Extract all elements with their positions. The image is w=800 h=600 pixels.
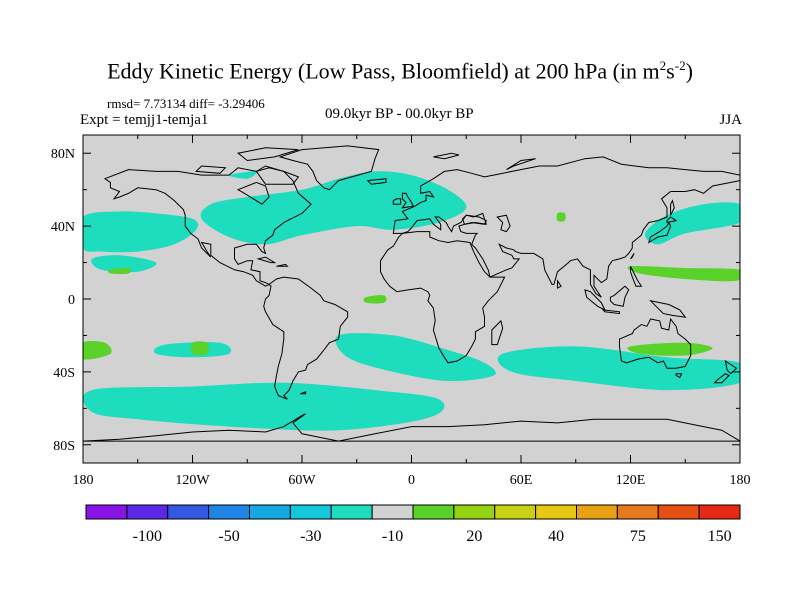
colorbar: -100 -50 -30 -10 20 40 75 150 xyxy=(85,504,741,545)
coastline-new-guinea xyxy=(649,299,687,318)
coastline-antarctica xyxy=(83,413,740,442)
colorbar-swatch xyxy=(371,504,414,520)
title-exponent-m: 2 xyxy=(659,58,667,73)
coastline-new-zealand-north xyxy=(724,359,738,375)
coastline-hokkaido xyxy=(666,216,678,224)
colorbar-label: 20 xyxy=(466,528,482,545)
colorbar-swatch xyxy=(453,504,496,520)
colorbar-swatch xyxy=(289,504,332,520)
colorbar-label: 75 xyxy=(630,528,646,545)
colorbar-swatch xyxy=(249,504,291,520)
coastline-new-zealand-south xyxy=(713,373,730,384)
region-north-pacific-positive xyxy=(627,265,740,282)
coastline-black-sea xyxy=(462,212,488,225)
coastline-caspian-sea xyxy=(496,214,511,233)
coastline-borneo xyxy=(609,285,630,307)
y-tick-label: 40S xyxy=(53,366,75,381)
colorbar-swatch xyxy=(616,504,659,520)
coastline-tasmania xyxy=(675,373,683,379)
colorbar-swatch xyxy=(330,504,373,520)
region-west-pacific-anomaly xyxy=(644,202,740,245)
colorbar-label: 40 xyxy=(548,528,564,545)
period-label: 09.0kyr BP - 00.0kyr BP xyxy=(325,106,474,122)
coastline-sakhalin xyxy=(670,199,675,216)
coastline-africa xyxy=(380,231,506,364)
region-siberia-positive xyxy=(556,212,566,222)
coastline-philippines xyxy=(630,265,643,287)
x-tick-label: 0 xyxy=(408,473,415,488)
region-tropical-atlantic-positive xyxy=(363,295,387,304)
chart-title: Eddy Kinetic Energy (Low Pass, Bloomfiel… xyxy=(0,58,800,84)
colorbar-swatch xyxy=(698,504,741,520)
coastline-java xyxy=(601,309,620,315)
region-southern-ocean-anomaly xyxy=(83,382,445,431)
colorbar-label: -100 xyxy=(133,528,162,545)
coastline-ellesmere xyxy=(236,147,299,162)
coastline-baffin xyxy=(255,167,300,185)
title-main: Eddy Kinetic Energy (Low Pass, Bloomfiel… xyxy=(107,58,660,84)
colorbar-label: 150 xyxy=(708,528,732,545)
experiment-label: Expt = temjj1-temja1 xyxy=(80,112,209,128)
region-north-atlantic-anomaly xyxy=(200,171,467,245)
title-close: ) xyxy=(685,58,693,84)
colorbar-swatch xyxy=(412,504,455,520)
x-tick-label: 180 xyxy=(730,473,751,488)
colorbar-swatch xyxy=(126,504,169,520)
axis-ticks xyxy=(82,135,741,463)
title-unit-s: s xyxy=(666,58,675,84)
y-tick-label: 80N xyxy=(51,147,75,162)
x-tick-label: 120W xyxy=(175,473,210,488)
coastline-sri-lanka xyxy=(557,279,562,289)
region-indian-ocean-anomaly xyxy=(497,346,740,391)
coastline-south-america xyxy=(263,276,349,400)
colorbar-label: -30 xyxy=(300,528,321,545)
region-north-pacific-small xyxy=(108,267,131,275)
x-tick-label: 180 xyxy=(73,473,94,488)
coastline-taiwan xyxy=(630,253,635,260)
coastline-hudson-bay xyxy=(236,181,270,205)
coastline-madagascar xyxy=(491,319,504,346)
coastline-greenland xyxy=(278,145,380,191)
y-tick-label: 0 xyxy=(68,293,75,308)
x-tick-label: 60W xyxy=(288,473,316,488)
x-tick-label: 120E xyxy=(616,473,646,488)
x-tick-label: 60E xyxy=(510,473,533,488)
region-south-pacific-positive-mid xyxy=(190,341,209,356)
coastline-australia xyxy=(619,317,692,369)
y-tick-label: 80S xyxy=(53,439,75,454)
season-label: JJA xyxy=(719,112,742,128)
region-south-pacific-positive-west xyxy=(83,341,112,360)
colorbar-label: -50 xyxy=(218,528,239,545)
colorbar-swatch xyxy=(535,504,577,520)
coastline-hispaniola xyxy=(276,263,289,267)
colorbar-swatch xyxy=(657,504,700,520)
colorbar-swatch xyxy=(85,504,128,520)
axis-tick-labels: 180 120W 60W 0 60E 120E 180 80N 40N 0 40S 80S xyxy=(51,147,751,488)
coastline-britain xyxy=(401,192,415,209)
coastline-svalbard xyxy=(433,152,460,160)
colorbar-swatch xyxy=(494,504,537,520)
coastline-cuba xyxy=(256,256,277,264)
anomaly-regions xyxy=(83,171,740,431)
colorbar-swatch xyxy=(167,504,210,520)
coastline-falklands xyxy=(300,391,307,395)
rmsd-diff-stats: rmsd= 7.73134 diff= -3.29406 xyxy=(107,96,265,111)
region-australia-positive xyxy=(627,342,713,356)
coastlines xyxy=(83,145,740,442)
colorbar-label: -10 xyxy=(382,528,403,545)
colorbar-swatch xyxy=(576,504,618,520)
colorbar-swatch xyxy=(208,504,250,520)
coastline-victoria-island xyxy=(195,165,227,174)
y-tick-label: 40N xyxy=(51,220,75,235)
coastline-ireland xyxy=(392,198,402,205)
region-north-pacific-low xyxy=(91,255,157,273)
region-arctic-canada xyxy=(228,171,258,179)
title-exponent-s: -2 xyxy=(674,58,686,73)
region-north-pacific-anomaly xyxy=(83,211,199,253)
region-south-atlantic-anomaly xyxy=(335,333,496,382)
coastline-iceland xyxy=(366,178,387,185)
coastline-novaya-zemlya xyxy=(506,158,536,171)
